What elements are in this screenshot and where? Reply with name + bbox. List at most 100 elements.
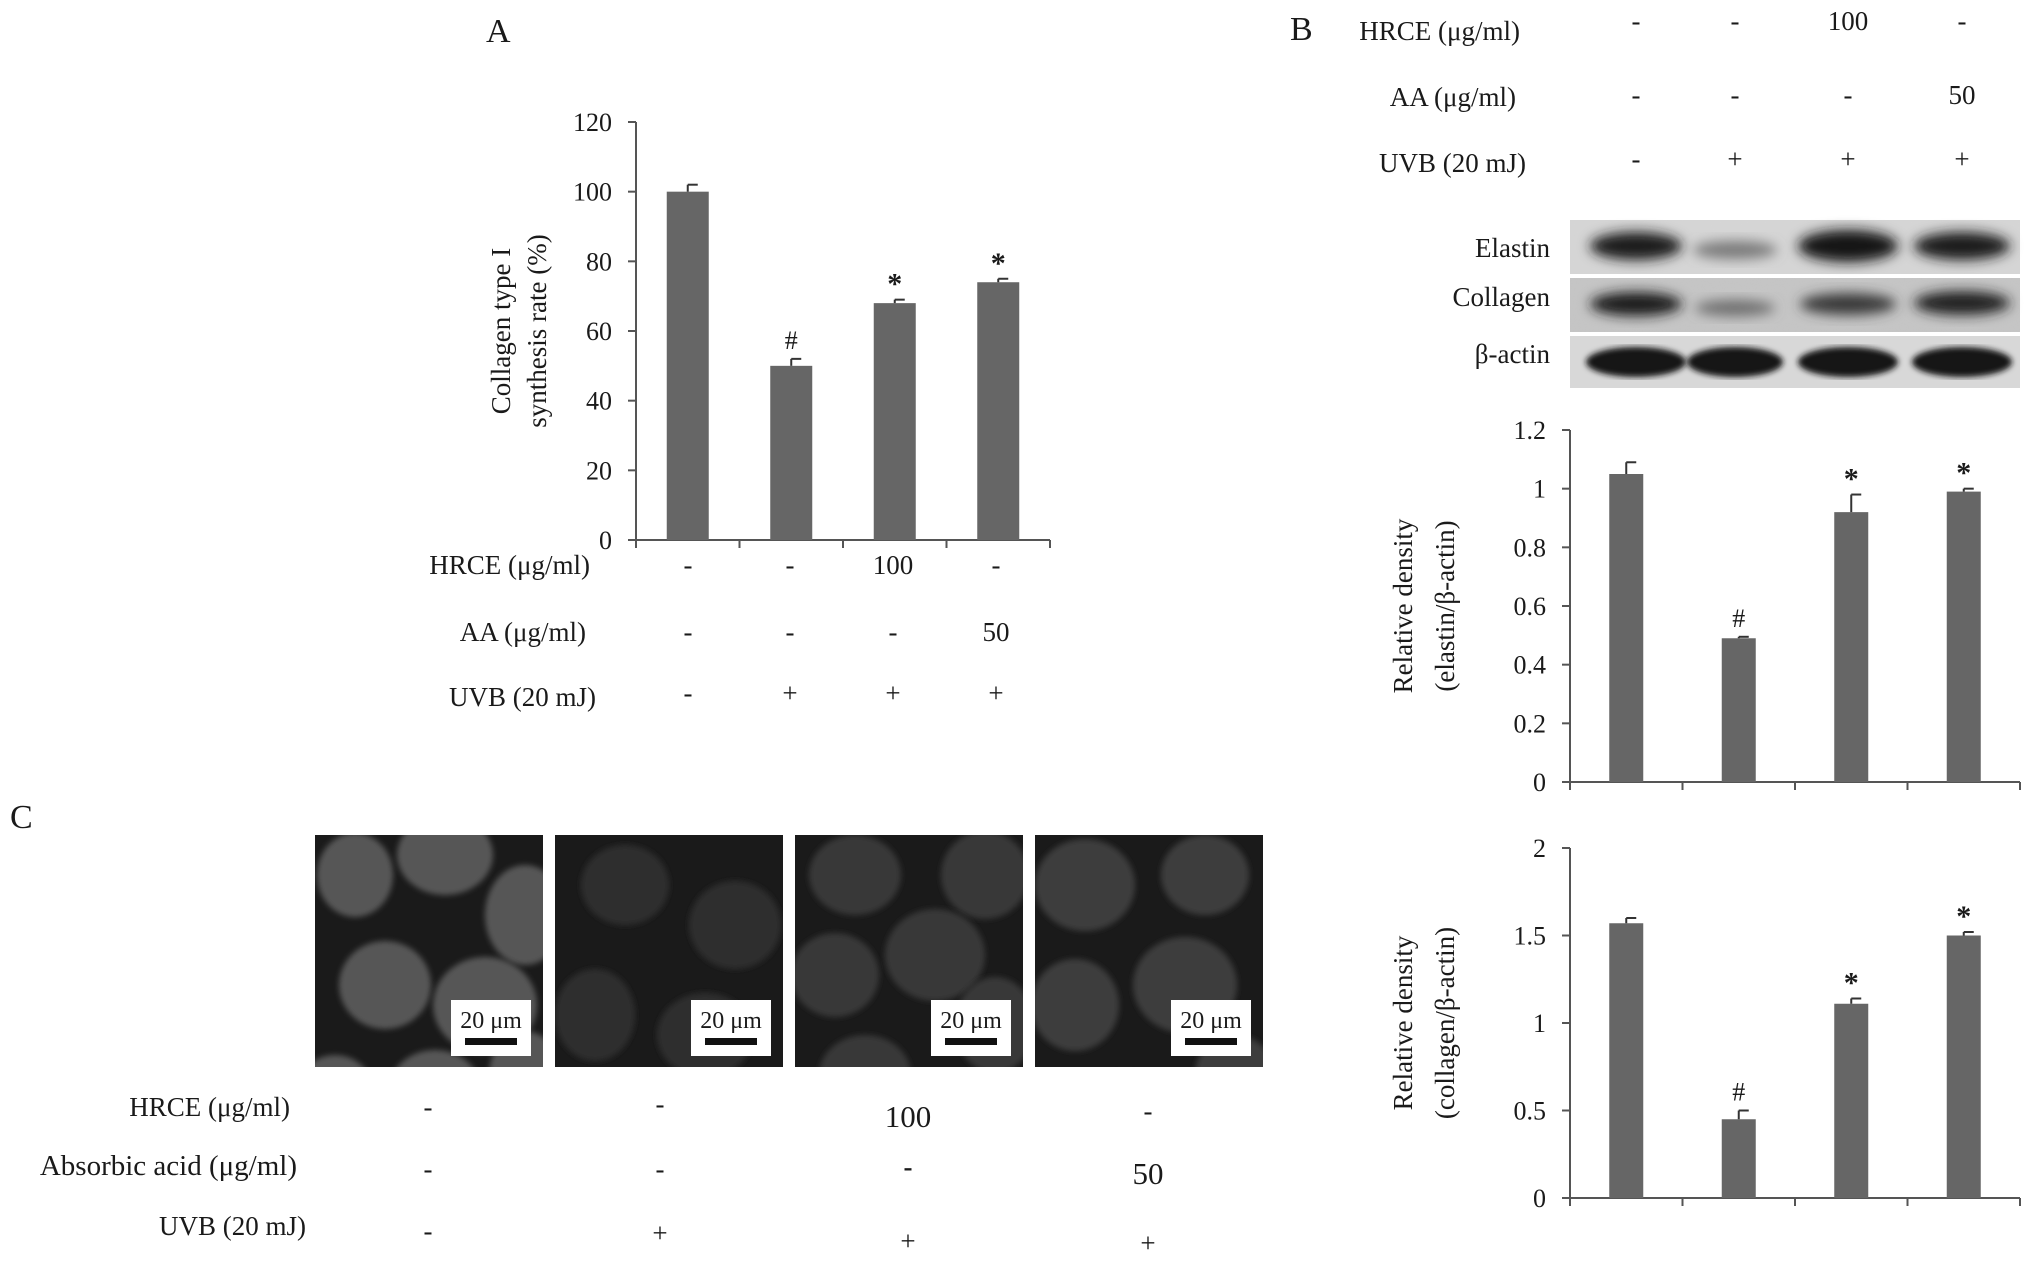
chart-a-ytick-label: 0	[599, 526, 612, 555]
micrograph-3-cells	[795, 835, 1023, 1067]
panel-b-uvb-4: +	[1954, 144, 1969, 174]
panel-b-hrce-2: -	[1731, 6, 1740, 36]
panel-a-aa-3: -	[889, 617, 898, 647]
panel-letter-c: C	[10, 799, 33, 836]
panel-c-uvb-3: +	[900, 1226, 915, 1256]
chart-b-collagen-ytick-label: 0	[1533, 1184, 1546, 1213]
scale-bar-label: 20 μm	[700, 1008, 762, 1034]
panel-letter-a: A	[486, 13, 511, 50]
panel-c-hrce-2: -	[656, 1089, 665, 1119]
scale-bar-box	[451, 1000, 531, 1056]
panel-b-uvb-3: +	[1840, 144, 1855, 174]
band-actin-4	[1912, 347, 2012, 377]
micrograph-1: 20 μm	[315, 835, 543, 1067]
chart-a-bar	[666, 191, 709, 540]
band-collagen-4	[1914, 291, 2010, 315]
panel-b-aa-4: 50	[1949, 80, 1976, 110]
panel-a-uvb-2: +	[782, 678, 797, 708]
band-elastin-1	[1590, 232, 1682, 260]
chart-b-elastin-significance-label: *	[1844, 463, 1859, 496]
panel-c-hrce-4: -	[1144, 1096, 1153, 1126]
panel-b-aa-2: -	[1731, 80, 1740, 110]
panel-c-aa-3: -	[904, 1152, 913, 1182]
chart-a-ytick-label: 20	[586, 456, 612, 485]
panel-letter-b: B	[1290, 11, 1313, 48]
chart-a-ytick-label: 120	[573, 108, 612, 137]
panel-b-uvb-1: -	[1632, 144, 1641, 174]
blot-label-elastin: Elastin	[1475, 233, 1550, 263]
chart-b-elastin-ytick-label: 0.8	[1514, 533, 1547, 562]
chart-b-collagen-ylabel-line2: (collagen/β-actin)	[1430, 927, 1460, 1119]
chart-b-collagen-ytick-label: 1.5	[1514, 922, 1547, 951]
panel-b-aa-3: -	[1844, 80, 1853, 110]
panel-b-uvb-2: +	[1727, 144, 1742, 174]
chart-a-bar	[977, 282, 1020, 540]
micrograph-2: 20 μm	[555, 835, 783, 1067]
chart-a-ytick-label: 40	[586, 387, 612, 416]
panel-a-aa-label: AA (μg/ml)	[460, 617, 586, 647]
chart-a-ylabel-line1: Collagen type I	[486, 248, 516, 414]
band-collagen-2	[1695, 300, 1775, 316]
panel-c-uvb-label: UVB (20 mJ)	[159, 1211, 306, 1241]
blot-label-collagen: Collagen	[1453, 282, 1551, 312]
chart-b-elastin-bar	[1946, 491, 1981, 782]
chart-b-collagen-bar	[1609, 923, 1644, 1198]
chart-b-elastin-density: 0 0.2 0.4 0.6 0.8 1 1.2 # * * Relative density (ela…	[1388, 416, 2021, 797]
chart-b-collagen-ytick-label: 1	[1533, 1009, 1546, 1038]
blot-strip-beta-actin	[1570, 336, 2020, 388]
chart-b-collagen-density: 0 0.5 1 1.5 2 # * * Relative density (collagen/β-…	[1388, 834, 2021, 1213]
scale-bar-line	[705, 1038, 757, 1045]
chart-b-collagen-ytick-label: 0.5	[1514, 1097, 1547, 1126]
panel-c-conditions: HRCE (μg/ml) Absorbic acid (μg/ml) UVB (…	[40, 1089, 1164, 1258]
panel-a-hrce-4: -	[992, 550, 1001, 580]
chart-b-elastin-ylabel-line1: Relative density	[1388, 518, 1418, 693]
panel-a-hrce-label: HRCE (μg/ml)	[429, 550, 590, 580]
panel-a-uvb-3: +	[885, 678, 900, 708]
panel-c-uvb-4: +	[1140, 1228, 1155, 1258]
chart-b-elastin-ytick-label: 0.4	[1514, 651, 1547, 680]
chart-a-ytick-label: 100	[573, 178, 612, 207]
chart-b-elastin-bar	[1721, 638, 1756, 782]
panel-a-uvb-4: +	[988, 678, 1003, 708]
chart-a-significance-label: #	[785, 326, 798, 355]
panel-b-hrce-label: HRCE (μg/ml)	[1359, 16, 1520, 46]
chart-b-collagen-ytick-label: 2	[1533, 834, 1546, 863]
band-elastin-4	[1914, 232, 2010, 260]
micrograph-3: 20 μm	[795, 835, 1023, 1067]
panel-c-micrographs: 20 μm 20 μm 20 μm 20 μm	[315, 835, 1263, 1067]
panel-a-conditions: HRCE (μg/ml) AA (μg/ml) UVB (20 mJ) - - …	[429, 550, 1009, 712]
chart-b-collagen-significance-label: *	[1956, 900, 1971, 933]
panel-c-absorbic-label: Absorbic acid (μg/ml)	[40, 1150, 297, 1182]
scale-bar-line	[1185, 1038, 1237, 1045]
chart-b-elastin-bar	[1609, 474, 1644, 782]
chart-b-elastin-ylabel-line2: (elastin/β-actin)	[1430, 520, 1460, 691]
band-actin-2	[1687, 347, 1783, 377]
panel-b-aa-label: AA (μg/ml)	[1390, 82, 1516, 112]
chart-b-elastin-ytick-label: 0.2	[1514, 709, 1547, 738]
panel-a-uvb-label: UVB (20 mJ)	[449, 682, 596, 712]
chart-b-collagen-bar	[1721, 1119, 1756, 1198]
chart-b-elastin-ytick-label: 0.6	[1514, 592, 1547, 621]
chart-b-collagen-bar	[1834, 1003, 1869, 1198]
panel-a-hrce-1: -	[684, 550, 693, 580]
panel-a-hrce-2: -	[786, 550, 795, 580]
chart-b-elastin-significance-label: #	[1732, 604, 1745, 633]
chart-b-elastin-ytick-label: 0	[1533, 768, 1546, 797]
band-elastin-2	[1693, 241, 1777, 259]
panel-b-hrce-4: -	[1958, 6, 1967, 36]
blot-strip-collagen	[1570, 278, 2020, 332]
chart-b-collagen-bar	[1946, 935, 1981, 1198]
band-collagen-3	[1800, 293, 1896, 315]
chart-a-significance-label: *	[991, 247, 1006, 280]
scale-bar-line	[465, 1038, 517, 1045]
chart-a-ylabel-line2: synthesis rate (%)	[522, 234, 552, 427]
chart-a-significance-label: *	[887, 268, 902, 301]
scale-bar-label: 20 μm	[1180, 1008, 1242, 1034]
panel-c-hrce-1: -	[424, 1092, 433, 1122]
chart-b-elastin-significance-label: *	[1956, 457, 1971, 490]
chart-a-ytick-label: 80	[586, 247, 612, 276]
panel-b-hrce-1: -	[1632, 6, 1641, 36]
band-collagen-1	[1590, 292, 1682, 316]
